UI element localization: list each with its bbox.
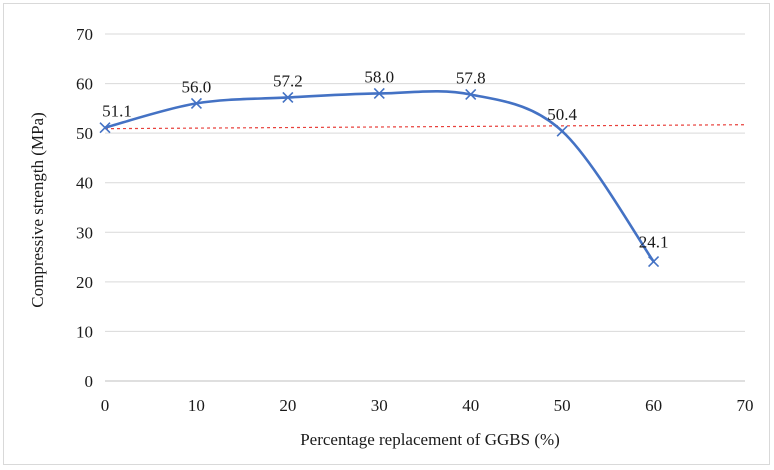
marker-stroke [465,88,477,101]
data-label: 56.0 [182,77,212,96]
x-tick-label: 0 [101,396,110,415]
x-tick-label: 50 [554,396,571,415]
data-point-marker [99,122,111,134]
marker-stroke [373,87,385,100]
x-tick-label: 60 [645,396,662,415]
chart-frame [3,3,770,465]
marker-stroke [648,255,660,268]
x-tick-labels: 0 10 20 30 40 50 60 70 [101,396,754,415]
y-tick-label: 20 [76,273,93,292]
y-tick-label: 60 [76,75,93,94]
x-tick-label: 70 [737,396,754,415]
y-tick-label: 30 [76,223,93,242]
data-point-marker [556,125,568,137]
data-point-marker [373,87,385,100]
marker-stroke [190,97,202,109]
data-label: 51.1 [102,102,132,121]
data-label: 57.8 [456,68,486,87]
data-label: 57.2 [273,71,303,90]
y-tick-label: 70 [76,25,93,44]
data-label: 50.4 [547,105,577,124]
data-label: 24.1 [639,233,669,252]
data-point-marker [648,255,660,268]
y-tick-label: 50 [76,124,93,143]
marker-stroke [556,125,568,137]
y-axis-title: Compressive strength (MPa) [28,112,47,307]
x-tick-label: 10 [188,396,205,415]
reference-line [104,124,746,130]
data-point-marker [190,97,202,109]
reference-line-group [104,124,746,130]
series-group [99,87,660,268]
x-tick-label: 30 [371,396,388,415]
y-tick-label: 0 [85,372,94,391]
y-tick-labels: 0 10 20 30 40 50 60 70 [76,25,93,391]
gridlines [105,33,745,382]
data-labels: 51.1 56.0 57.2 58.0 57.8 50.4 24.1 [102,67,668,251]
x-axis-title: Percentage replacement of GGBS (%) [300,430,560,449]
x-tick-label: 20 [279,396,296,415]
data-point-marker [282,91,294,104]
data-label: 58.0 [364,67,394,86]
data-point-marker [465,88,477,101]
y-tick-label: 40 [76,174,93,193]
marker-stroke [282,91,294,104]
marker-stroke [99,122,111,134]
y-tick-label: 10 [76,322,93,341]
x-tick-label: 40 [462,396,479,415]
